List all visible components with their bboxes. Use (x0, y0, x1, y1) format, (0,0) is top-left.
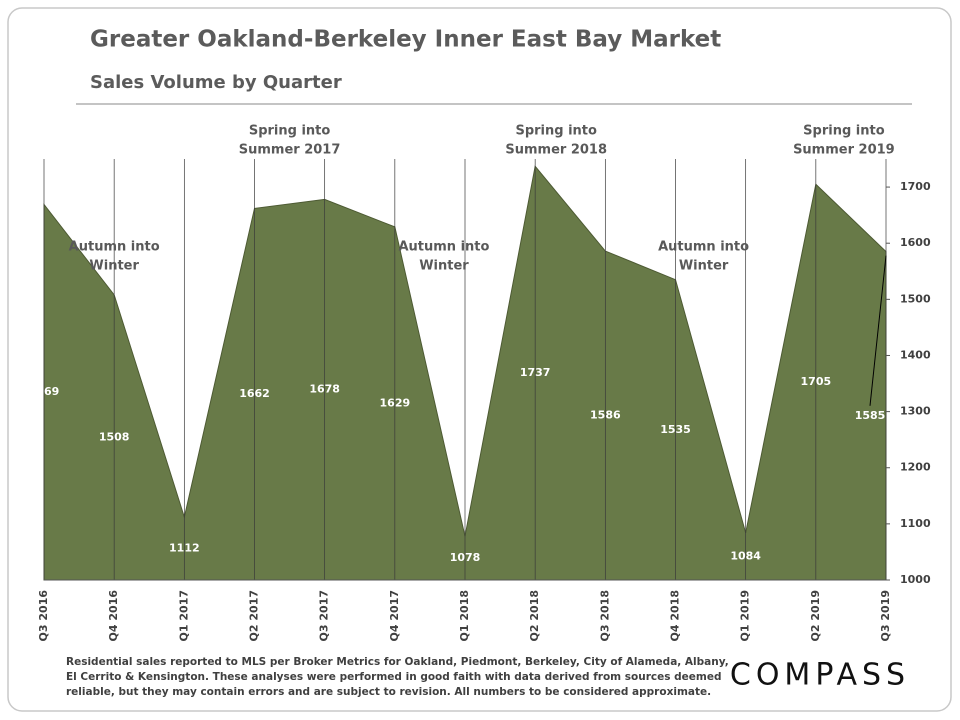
y-tick-label: 1400 (900, 348, 931, 361)
value-label: 1112 (169, 542, 200, 555)
y-tick-label: 1100 (900, 517, 931, 530)
chart-subtitle: Sales Volume by Quarter (90, 72, 342, 93)
annotation: Winter (89, 259, 139, 274)
annotation: Summer 2019 (793, 143, 895, 158)
x-tick-label: Q4 2016 (107, 590, 120, 642)
x-tick-label: Q4 2017 (388, 590, 401, 641)
value-label: 1586 (590, 409, 621, 422)
annotation: Summer 2018 (505, 143, 607, 158)
value-label: 1508 (99, 430, 130, 443)
value-label: 1705 (801, 375, 832, 388)
value-label: 1678 (309, 383, 340, 396)
value-label: 1737 (520, 366, 551, 379)
annotation: Spring into (249, 124, 331, 139)
annotation: Autumn into (69, 240, 160, 255)
annotation: Autumn into (658, 240, 749, 255)
chart-title: Greater Oakland-Berkeley Inner East Bay … (90, 27, 721, 53)
value-label: 1084 (730, 549, 761, 562)
annotation: Winter (419, 259, 469, 274)
value-label: 1078 (450, 551, 481, 564)
footnote: Residential sales reported to MLS per Br… (66, 656, 729, 668)
footnote: reliable, but they may contain errors an… (66, 686, 711, 698)
y-tick-label: 1000 (900, 573, 931, 586)
footnote: El Cerrito & Kensington. These analyses … (66, 671, 721, 683)
x-tick-label: Q1 2017 (177, 590, 190, 641)
x-tick-label: Q2 2019 (809, 590, 822, 641)
y-tick-label: 1200 (900, 461, 931, 474)
logo: COMPASS (730, 658, 910, 693)
annotation: Winter (679, 259, 729, 274)
x-tick-label: Q3 2017 (318, 590, 331, 641)
x-tick-label: Q1 2019 (739, 590, 752, 641)
x-tick-label: Q4 2018 (669, 590, 682, 641)
value-label: 1585 (855, 409, 886, 422)
x-tick-label: Q1 2018 (458, 590, 471, 641)
annotation: Spring into (515, 124, 597, 139)
frame (7, 7, 952, 712)
annotation: Autumn into (398, 240, 489, 255)
value-label: 1629 (380, 396, 411, 409)
leader-line (869, 255, 887, 406)
annotation: Spring into (803, 124, 885, 139)
x-tick-label: Q2 2017 (248, 590, 261, 641)
x-tick-label: Q3 2016 (37, 590, 50, 642)
annotation: Summer 2017 (239, 143, 341, 158)
y-tick-label: 1500 (900, 292, 931, 305)
value-labels: 1669 1508 1112 1662 1678 1629 1078 1737 1586 1535… (29, 366, 886, 564)
y-tick-label: 1700 (900, 180, 931, 193)
y-tick-label: 1300 (900, 405, 931, 418)
value-label: 1669 (29, 385, 60, 398)
value-label: 1535 (660, 423, 691, 436)
x-tick-label: Q2 2018 (528, 590, 541, 641)
y-tick-label: 1600 (900, 236, 931, 249)
x-tick-label: Q3 2018 (598, 590, 611, 641)
plot: 1000 1100 1200 1300 1400 1500 1600 1700 Q3 2016 Q… (29, 124, 931, 642)
x-tick-label: Q3 2019 (879, 590, 892, 641)
value-label: 1662 (239, 387, 270, 400)
